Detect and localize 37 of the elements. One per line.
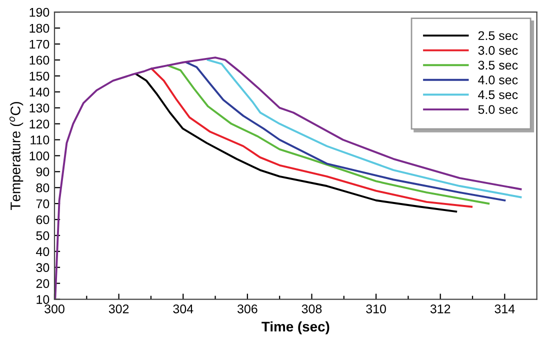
x-tick-label: 308 — [302, 304, 322, 314]
x-tick-label: 310 — [366, 304, 386, 314]
y-tick-label: 30 — [36, 263, 50, 272]
y-tick-label: 110 — [30, 136, 50, 144]
legend-label: 2.5 sec — [478, 31, 518, 40]
y-tick-label: 40 — [36, 247, 50, 256]
x-tick-label: 304 — [173, 304, 194, 314]
x-tick-label: 312 — [430, 304, 450, 314]
y-tick-label: 80 — [36, 183, 50, 192]
y-tick-label: 60 — [36, 215, 50, 224]
line-series — [54, 56, 522, 300]
y-tick-label: 100 — [30, 152, 50, 160]
y-tick-label: 10 — [36, 295, 50, 304]
y-tick-label: 170 — [30, 40, 50, 49]
y-tick-label: 90 — [36, 167, 50, 176]
y-tick-label: 120 — [30, 120, 50, 128]
x-tick-label: 306 — [237, 304, 258, 314]
line-series — [136, 73, 458, 213]
y-tick-label: 130 — [30, 104, 50, 112]
y-tick-label: 140 — [30, 88, 50, 97]
x-tick-label: 300 — [44, 304, 64, 314]
y-tick-label: 50 — [36, 231, 50, 240]
legend-label: 3.0 sec — [478, 46, 518, 55]
x-axis-title: Time (sec) — [262, 321, 330, 334]
y-tick-label: 20 — [36, 279, 50, 288]
x-tick-label: 302 — [108, 304, 129, 314]
y-tick-label: 190 — [30, 8, 50, 17]
legend-label: 4.0 sec — [478, 76, 518, 84]
y-tick-label: 70 — [36, 199, 50, 208]
legend-label: 3.5 sec — [478, 60, 518, 70]
legend-label: 5.0 sec — [478, 105, 518, 114]
y-tick-label: 180 — [30, 24, 50, 33]
x-tick-label: 314 — [494, 304, 515, 314]
legend-label: 4.5 sec — [478, 90, 518, 100]
y-tick-label: 150 — [30, 72, 50, 81]
y-tick-label: 160 — [30, 56, 50, 65]
y-axis-title: Temperature ($^{o}$C) — [9, 102, 24, 210]
